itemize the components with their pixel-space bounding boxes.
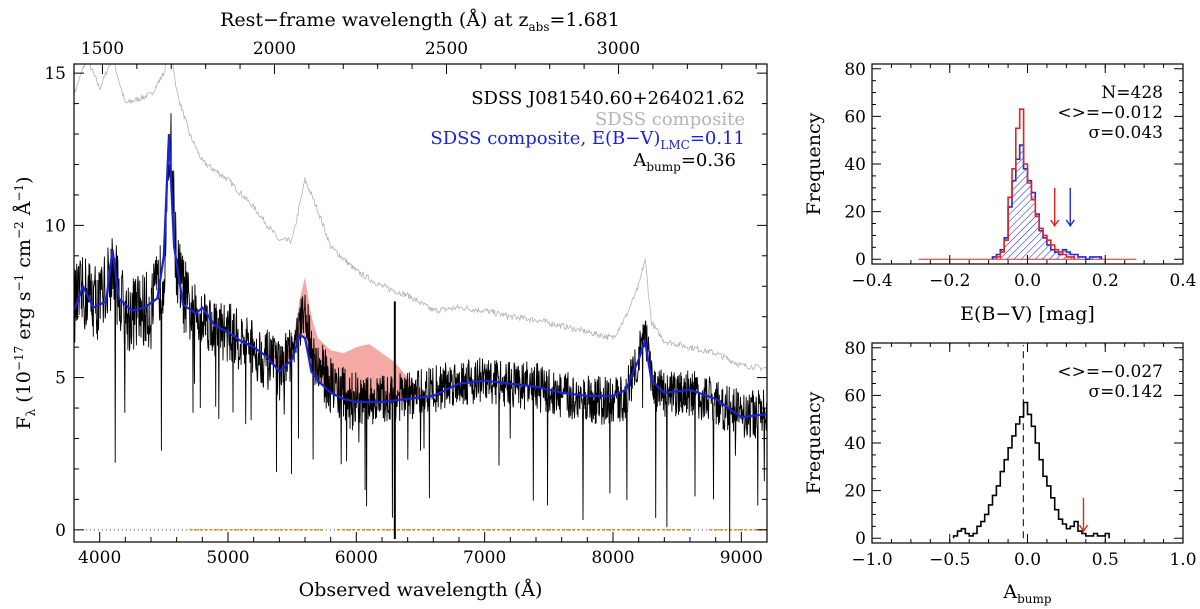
top-axis-label-main: Rest−frame wavelength (Å) at z — [220, 9, 528, 31]
legend-reddened-main: SDSS composite, E(B−V) — [430, 128, 660, 149]
x-tick-label: −0.2 — [929, 271, 970, 291]
legend-abump-sub: bump — [646, 160, 681, 174]
legend-composite: SDSS composite — [595, 109, 745, 130]
hist-bar — [1008, 448, 1012, 539]
hist-annotation: σ=0.142 — [1088, 382, 1163, 402]
top-tick-label: 3000 — [597, 39, 640, 59]
x-tick-label: 8000 — [591, 548, 634, 568]
x-tick-label: 6000 — [335, 548, 378, 568]
y-tick-label: 80 — [844, 60, 866, 80]
value-arrow-head — [1050, 219, 1060, 228]
top-tick-label: 2000 — [253, 39, 296, 59]
y-label-part: erg s — [13, 291, 35, 345]
y-label-part: cm — [13, 239, 35, 274]
x-tick-label: 1.0 — [1169, 550, 1196, 570]
x-tick-label: 0.0 — [1014, 271, 1041, 291]
x-axis-label-main: A — [1002, 581, 1017, 603]
x-tick-label: 0.4 — [1169, 271, 1196, 291]
legend-abump-rest: =0.36 — [681, 150, 736, 171]
x-tick-label: −0.5 — [929, 550, 970, 570]
main-spectrum-panel: 4000 5000 6000 7000 8000 9000 0 5 10 15 1500 2000 25… — [12, 9, 768, 601]
observed-spectrum-line — [74, 113, 767, 542]
abump-histogram-panel: −1.0 −0.5 0.0 0.5 1.0 0 20 40 60 80 Frequency <>=−0… — [803, 339, 1197, 606]
legend-object: SDSS J081540.60+264021.62 — [471, 88, 745, 109]
y-label-part: F — [13, 416, 35, 429]
y-tick-label: 80 — [844, 339, 866, 359]
hist-annotation: N=428 — [1101, 83, 1163, 103]
y-label-part: λ — [24, 408, 38, 416]
y-label-part: Å — [13, 201, 35, 221]
y-tick-label: 15 — [44, 64, 66, 84]
legend-reddened-rest: =0.11 — [690, 128, 745, 149]
y-label-part: (10 — [13, 371, 35, 409]
y-tick-label: 40 — [844, 434, 866, 454]
legend-reddened-sub: LMC — [660, 138, 689, 152]
x-axis-label: Observed wavelength (Å) — [299, 579, 543, 601]
y-label-part: −17 — [12, 346, 26, 371]
y-tick-label: 40 — [844, 155, 866, 175]
y-axis-label: Frequency — [803, 112, 825, 215]
hist-bar — [1024, 403, 1028, 539]
y-tick-label: 0 — [55, 521, 66, 541]
top-tick-label: 2500 — [425, 39, 468, 59]
hist-step-black — [952, 401, 1110, 539]
top-tick-label: 1500 — [81, 39, 124, 59]
x-tick-label: 7000 — [463, 548, 506, 568]
y-tick-label: 60 — [844, 107, 866, 127]
sdss-composite-line — [74, 64, 767, 372]
ebv-histogram-panel: −0.4 −0.2 0.0 0.2 0.4 0 20 40 60 80 Frequency N=428… — [803, 60, 1197, 325]
y-tick-label: 5 — [55, 369, 66, 389]
hist-bar — [1016, 424, 1020, 538]
value-arrow-head — [1078, 524, 1089, 533]
main-frame — [73, 63, 768, 543]
x-tick-label: 0.2 — [1092, 271, 1119, 291]
y-tick-label: 0 — [855, 529, 866, 549]
legend-reddened: SDSS composite, E(B−V)LMC=0.11 — [430, 128, 745, 152]
x-axis-label: E(B−V) [mag] — [960, 303, 1095, 325]
top-axis-label-sub: abs — [529, 20, 550, 34]
x-axis-label-sub: bump — [1017, 592, 1052, 606]
x-tick-label: 0.0 — [1014, 550, 1041, 570]
y-tick-label: 20 — [844, 482, 866, 502]
hist-bar — [1012, 436, 1016, 538]
y-label-part: −2 — [12, 221, 26, 239]
hist-annotation: <>=−0.012 — [1057, 103, 1163, 123]
y-axis-label: Frequency — [803, 391, 825, 494]
y-axis-label: Fλ (10−17 erg s−1 cm−2 Å−1) — [12, 176, 38, 429]
x-tick-label: 5000 — [206, 548, 249, 568]
hist-hatch-fill — [992, 145, 1102, 260]
legend-abump-main: A — [632, 150, 647, 171]
legend-abump: Abump=0.36 — [632, 150, 736, 174]
top-axis-label-rest: =1.681 — [550, 9, 620, 31]
hist-bar — [1028, 414, 1032, 538]
reddened-composite-line — [74, 133, 767, 419]
value-arrow-head — [1065, 219, 1075, 228]
x-tick-label: 4000 — [78, 548, 121, 568]
x-tick-label: −0.4 — [851, 271, 892, 291]
top-axis-label: Rest−frame wavelength (Å) at zabs=1.681 — [220, 9, 620, 34]
hist-annotation: σ=0.043 — [1088, 123, 1163, 143]
hist-annotation: <>=−0.027 — [1057, 362, 1163, 382]
y-tick-label: 0 — [855, 250, 866, 270]
main-plot-area — [74, 64, 767, 542]
y-label-part: −1 — [12, 274, 26, 292]
x-tick-label: 0.5 — [1092, 550, 1119, 570]
hist-step-red — [995, 108, 1075, 260]
y-tick-label: 20 — [844, 203, 866, 223]
x-axis-label: Abump — [1002, 581, 1052, 606]
y-label-part: ) — [13, 176, 35, 183]
x-tick-label: −1.0 — [851, 550, 892, 570]
hist-bar — [1066, 529, 1070, 539]
y-tick-label: 10 — [44, 216, 66, 236]
y-label-part: −1 — [12, 184, 26, 202]
x-tick-label: 9000 — [720, 548, 763, 568]
y-tick-label: 60 — [844, 386, 866, 406]
